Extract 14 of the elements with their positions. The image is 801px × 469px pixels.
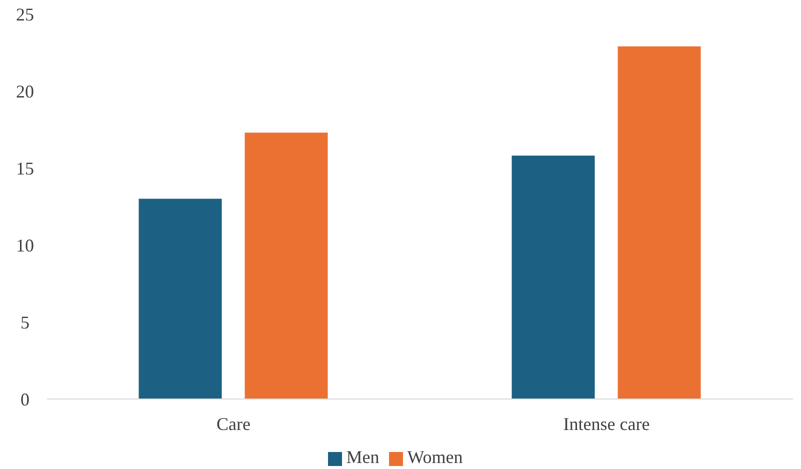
y-tick-label: 20: [16, 81, 34, 102]
bar: [244, 132, 328, 399]
bar: [618, 46, 701, 399]
bar: [512, 156, 595, 399]
y-tick-label: 10: [16, 235, 34, 256]
bar: [138, 198, 222, 399]
x-tick-label: Intense care: [563, 414, 650, 434]
y-tick-label: 15: [16, 158, 34, 178]
y-tick-label: 5: [20, 312, 30, 332]
y-tick-label: 25: [16, 4, 34, 24]
x-tick-label: Care: [216, 414, 250, 434]
y-tick-label: 0: [20, 389, 30, 410]
legend-label: Women: [407, 447, 463, 467]
legend-label: Men: [346, 447, 380, 467]
